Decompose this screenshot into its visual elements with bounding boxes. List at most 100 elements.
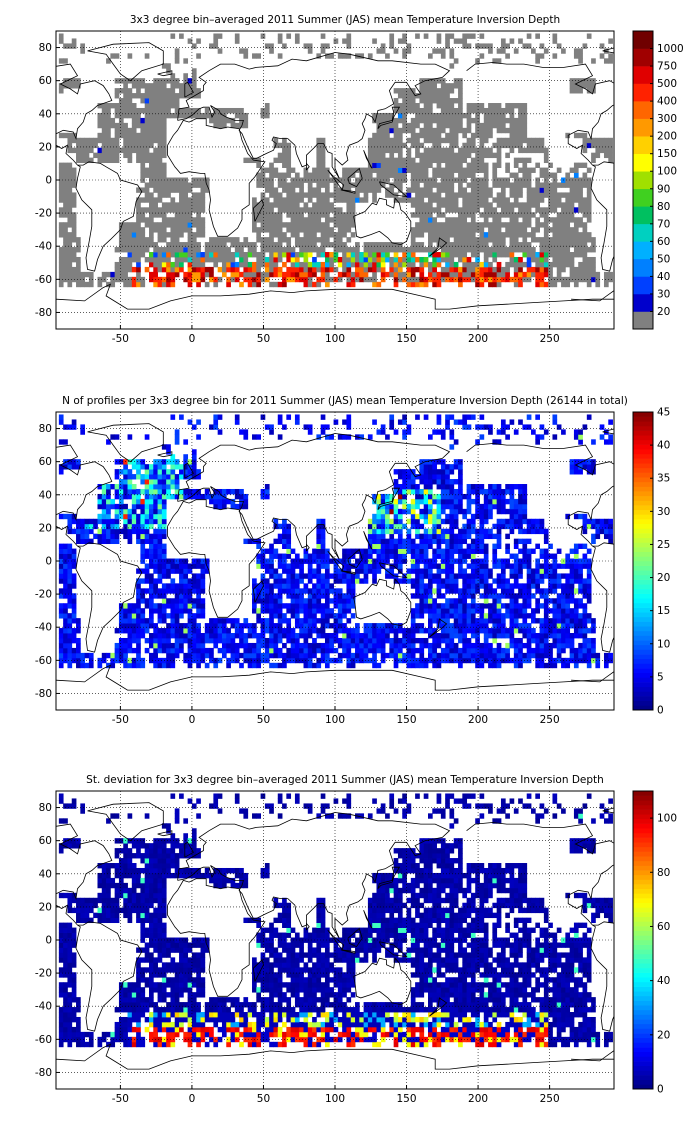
data-cell: [286, 247, 292, 253]
data-cell: [269, 568, 274, 574]
data-cell: [458, 177, 463, 183]
data-cell: [157, 93, 163, 99]
data-cell: [264, 177, 270, 183]
data-cell: [140, 498, 146, 505]
data-cell: [380, 242, 386, 248]
data-cell: [402, 503, 407, 510]
data-cell: [221, 623, 227, 629]
data-cell: [71, 232, 77, 238]
data-cell: [153, 187, 158, 193]
data-cell: [500, 112, 506, 119]
data-cell: [582, 43, 588, 49]
data-cell: [324, 207, 330, 213]
data-cell: [359, 563, 365, 569]
data-cell: [161, 484, 167, 490]
data-cell: [144, 103, 150, 109]
data-cell: [419, 192, 425, 198]
data-cell: [518, 127, 523, 134]
data-cell: [419, 88, 425, 94]
data-cell: [264, 623, 270, 629]
data-cell: [144, 573, 150, 579]
data-cell: [586, 266, 592, 273]
data-cell: [170, 563, 176, 569]
data-cell: [475, 202, 480, 208]
colorbar-tick-label: 30: [657, 288, 670, 300]
data-cell: [260, 573, 266, 579]
data-cell: [101, 122, 107, 129]
data-cell: [342, 642, 347, 649]
data-cell: [252, 434, 257, 440]
data-cell: [316, 142, 322, 149]
data-cell: [239, 107, 244, 114]
data-cell: [144, 88, 150, 94]
data-cell: [256, 202, 261, 208]
data-cell: [118, 469, 124, 475]
data-cell: [196, 177, 201, 183]
data-cell: [58, 197, 64, 203]
data-cell: [324, 256, 330, 263]
data-cell: [269, 167, 274, 173]
data-cell: [316, 657, 322, 664]
data-cell: [136, 266, 141, 273]
data-cell: [118, 652, 124, 659]
data-cell: [496, 157, 502, 164]
data-cell: [67, 252, 73, 258]
data-cell: [213, 33, 219, 39]
data-cell: [342, 633, 347, 639]
data-cell: [380, 538, 386, 545]
data-cell: [346, 647, 352, 654]
data-cell: [140, 217, 146, 223]
data-cell: [187, 642, 193, 649]
data-cell: [67, 578, 73, 584]
data-cell: [58, 553, 64, 559]
data-cell: [522, 167, 528, 173]
data-cell: [191, 261, 197, 268]
data-cell: [440, 157, 446, 164]
data-cell: [230, 252, 236, 258]
data-cell: [157, 127, 163, 134]
data-cell: [127, 78, 133, 84]
data-cell: [256, 281, 261, 288]
data-cell: [569, 276, 575, 283]
data-cell: [410, 197, 416, 203]
data-cell: [466, 137, 472, 144]
data-cell: [123, 628, 128, 634]
data-cell: [500, 207, 506, 213]
data-cell: [428, 88, 433, 94]
data-cell: [483, 167, 489, 173]
data-cell: [440, 103, 446, 109]
data-cell: [290, 603, 296, 609]
data-cell: [513, 122, 519, 129]
data-cell: [449, 88, 455, 94]
data-cell: [445, 266, 450, 273]
data-cell: [393, 518, 399, 525]
data-cell: [380, 528, 386, 535]
data-cell: [573, 281, 579, 288]
data-cell: [286, 157, 292, 164]
data-cell: [372, 528, 377, 535]
data-cell: [153, 563, 158, 569]
data-cell: [466, 212, 472, 218]
data-cell: [440, 187, 446, 193]
data-cell: [419, 232, 425, 238]
data-cell: [458, 217, 463, 223]
data-cell: [269, 207, 274, 213]
data-cell: [67, 459, 73, 465]
data-cell: [552, 197, 558, 203]
data-cell: [565, 202, 571, 208]
data-cell: [67, 662, 73, 669]
data-cell: [573, 222, 579, 228]
data-cell: [157, 222, 163, 228]
data-cell: [453, 38, 459, 44]
data-cell: [260, 563, 266, 569]
data-cell: [183, 107, 189, 114]
data-cell: [166, 583, 171, 589]
data-cell: [376, 633, 382, 639]
data-cell: [106, 538, 111, 545]
data-cell: [149, 132, 154, 139]
data-cell: [402, 93, 407, 99]
data-cell: [445, 261, 450, 268]
data-cell: [286, 528, 292, 535]
data-cell: [161, 498, 167, 505]
data-cell: [363, 187, 369, 193]
